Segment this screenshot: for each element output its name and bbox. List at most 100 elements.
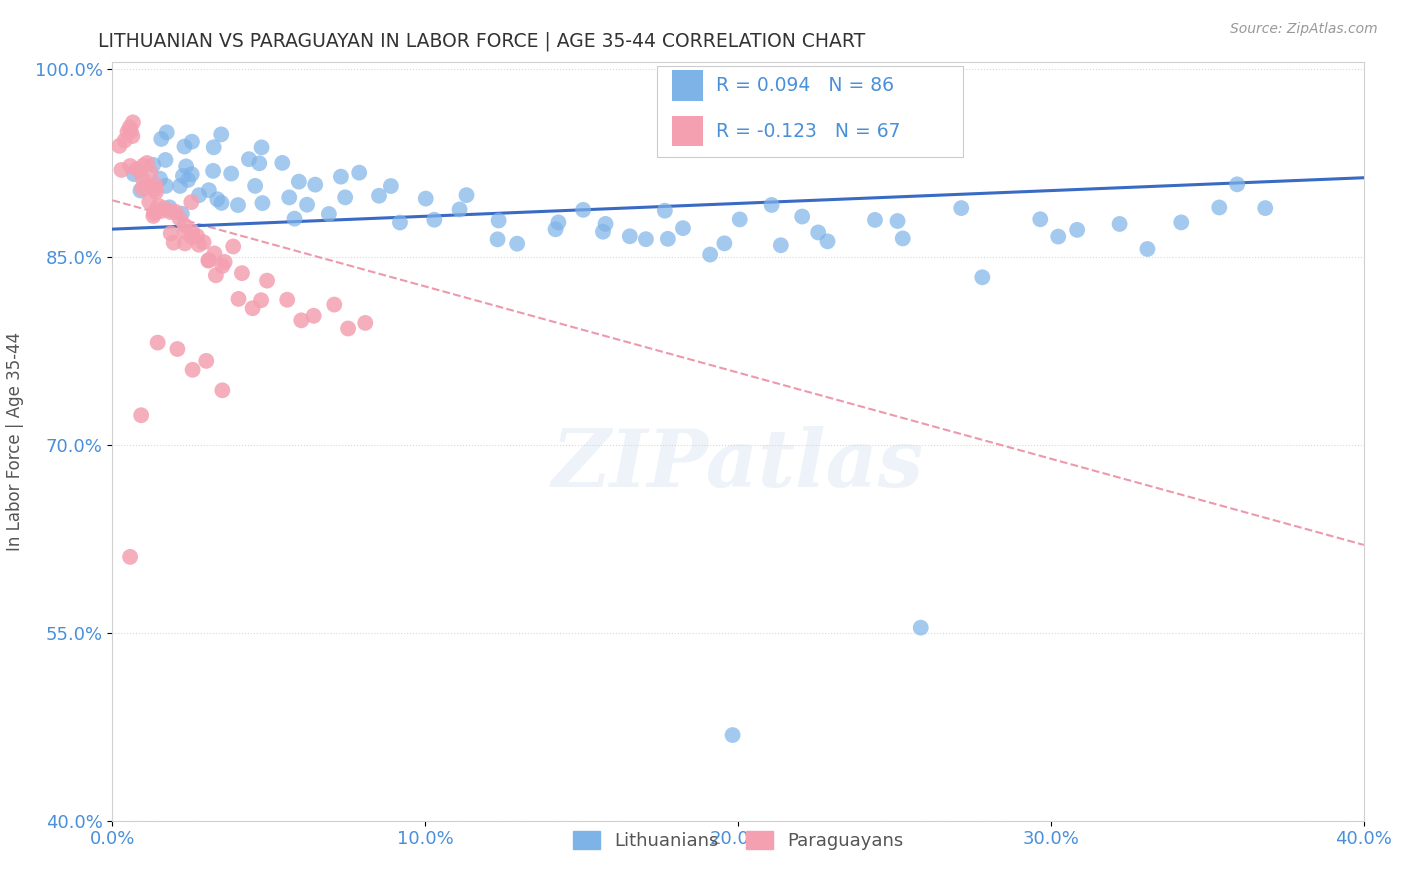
Point	[1066, 223, 1088, 237]
Point	[173, 139, 195, 153]
Point	[174, 160, 197, 174]
Point	[278, 190, 301, 204]
Text: R = 0.094   N = 86: R = 0.094 N = 86	[716, 76, 894, 95]
Point	[572, 202, 595, 217]
Text: ZIPatlas: ZIPatlas	[553, 425, 924, 503]
Point	[197, 253, 219, 268]
Point	[547, 215, 569, 229]
Point	[149, 171, 172, 186]
Point	[195, 354, 218, 368]
Point	[155, 178, 177, 193]
Point	[283, 211, 305, 226]
Point	[146, 335, 169, 350]
Point	[129, 409, 152, 423]
Point	[368, 188, 391, 202]
Point	[318, 207, 340, 221]
Point	[186, 229, 208, 244]
Point	[142, 209, 165, 223]
Point	[380, 179, 402, 194]
Text: LITHUANIAN VS PARAGUAYAN IN LABOR FORCE | AGE 35-44 CORRELATION CHART: LITHUANIAN VS PARAGUAYAN IN LABOR FORCE …	[98, 31, 866, 51]
Point	[136, 156, 159, 170]
Point	[488, 213, 510, 227]
Point	[238, 152, 260, 166]
Point	[347, 166, 370, 180]
Point	[654, 203, 676, 218]
Point	[180, 195, 202, 210]
Point	[276, 293, 298, 307]
Point	[129, 184, 152, 198]
Point	[159, 227, 181, 241]
Point	[323, 297, 346, 311]
Point	[333, 190, 356, 204]
Point	[165, 204, 187, 219]
Point	[173, 218, 195, 232]
Point	[211, 384, 233, 398]
Point	[145, 185, 167, 199]
Point	[132, 159, 155, 173]
Point	[699, 247, 721, 261]
Point	[950, 201, 973, 215]
Point	[1208, 201, 1230, 215]
Point	[117, 125, 139, 139]
Point	[166, 342, 188, 356]
Point	[193, 235, 215, 250]
Point	[295, 197, 318, 211]
Point	[142, 158, 165, 172]
Point	[886, 214, 908, 228]
Point	[721, 728, 744, 742]
Point	[120, 159, 142, 173]
Point	[219, 167, 242, 181]
Point	[110, 163, 132, 178]
Point	[148, 199, 170, 213]
FancyBboxPatch shape	[672, 116, 703, 146]
Point	[155, 153, 177, 167]
Point	[159, 200, 181, 214]
Point	[456, 188, 478, 202]
Point	[423, 212, 446, 227]
Text: Source: ZipAtlas.com: Source: ZipAtlas.com	[1230, 22, 1378, 37]
Point	[120, 549, 142, 564]
Point	[197, 253, 219, 268]
Point	[136, 180, 159, 194]
Point	[231, 266, 253, 280]
Point	[153, 202, 176, 216]
Point	[132, 172, 155, 186]
Point	[214, 255, 236, 269]
Point	[211, 259, 233, 273]
Point	[121, 129, 143, 144]
Point	[891, 231, 914, 245]
Point	[180, 167, 202, 181]
Point	[118, 120, 141, 135]
Point	[290, 313, 312, 327]
Point	[415, 192, 437, 206]
Point	[209, 128, 232, 142]
Point	[1047, 229, 1070, 244]
Point	[205, 268, 228, 283]
Point	[302, 309, 325, 323]
Point	[143, 206, 166, 220]
Point	[143, 183, 166, 197]
Point	[181, 363, 204, 377]
Point	[108, 139, 131, 153]
Point	[181, 224, 204, 238]
Point	[172, 169, 194, 183]
Point	[181, 135, 204, 149]
Point	[226, 198, 249, 212]
Point	[1029, 212, 1052, 227]
Point	[863, 213, 886, 227]
Point	[125, 162, 148, 177]
Point	[288, 175, 311, 189]
Point	[174, 236, 197, 251]
Point	[198, 183, 221, 197]
Point	[250, 293, 273, 308]
Point	[150, 203, 173, 218]
Point	[211, 195, 233, 210]
Point	[250, 140, 273, 154]
Legend: Lithuanians, Paraguayans: Lithuanians, Paraguayans	[565, 823, 911, 857]
Point	[202, 164, 225, 178]
Point	[256, 274, 278, 288]
Point	[769, 238, 792, 252]
Point	[169, 178, 191, 193]
Point	[817, 235, 839, 249]
Point	[120, 124, 142, 138]
